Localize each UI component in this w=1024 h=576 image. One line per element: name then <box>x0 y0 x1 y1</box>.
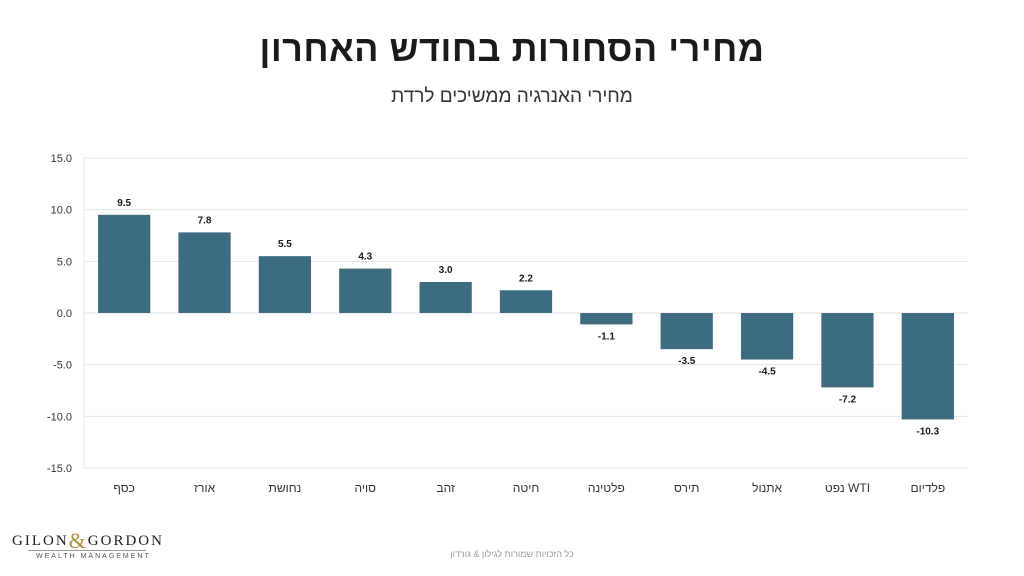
chart-subtitle: מחירי האנרגיה ממשיכים לרדת <box>391 86 633 107</box>
y-tick-label: 10.0 <box>51 205 72 217</box>
bar <box>258 256 312 313</box>
bar <box>178 232 231 313</box>
chart-title: מחירי הסחורות בחודש האחרון <box>259 28 765 69</box>
logo-name-right: GORDON <box>87 533 164 549</box>
copyright-footer: כל הזכויות שמורות לגילון & גורדון <box>450 549 574 559</box>
bar <box>740 313 794 360</box>
bar <box>419 282 472 313</box>
bar <box>499 290 553 313</box>
y-tick-label: 15.0 <box>51 153 72 165</box>
y-tick-label: -10.0 <box>47 411 72 423</box>
data-label: -1.1 <box>598 331 616 342</box>
x-tick-label: פלדיום <box>910 481 945 495</box>
data-label: 3.0 <box>439 265 453 276</box>
x-tick-label: אתנול <box>752 481 782 495</box>
x-tick-label: תירס <box>674 481 699 495</box>
x-tick-label: נחושת <box>269 481 302 495</box>
bar <box>98 214 151 313</box>
data-label: 7.8 <box>198 215 212 226</box>
logo-wordmark: GILON&GORDON <box>12 528 162 554</box>
bar <box>901 313 954 420</box>
y-tick-label: 0.0 <box>57 308 72 320</box>
x-tick-label: כסף <box>113 481 135 495</box>
x-tick-label: פלטינה <box>588 481 625 495</box>
x-tick-label: WTI נפט <box>825 481 870 495</box>
x-tick-label: חיטה <box>513 481 539 495</box>
data-label: 5.5 <box>278 239 292 250</box>
data-label: -7.2 <box>839 394 857 405</box>
company-logo: GILON&GORDON WEALTH MANAGEMENT <box>12 528 162 564</box>
data-label: 9.5 <box>117 198 131 209</box>
x-tick-label: סויה <box>355 481 377 495</box>
logo-name-left: GILON <box>12 533 69 549</box>
bar <box>339 268 392 313</box>
y-tick-label: -15.0 <box>47 463 72 475</box>
data-label: 4.3 <box>358 252 372 263</box>
x-tick-label: אורז <box>194 481 216 495</box>
y-tick-label: -5.0 <box>53 360 72 372</box>
data-label: -10.3 <box>916 426 939 437</box>
bar <box>660 313 713 350</box>
data-label: 2.2 <box>519 273 533 284</box>
y-tick-label: 5.0 <box>57 256 72 268</box>
data-label: -3.5 <box>678 356 696 367</box>
data-label: -4.5 <box>758 367 776 378</box>
logo-tagline: WEALTH MANAGEMENT <box>36 553 151 560</box>
logo-divider <box>28 550 146 551</box>
x-tick-label: זהב <box>436 481 455 495</box>
logo-ampersand: & <box>68 528 88 553</box>
bar <box>821 313 874 388</box>
bar <box>580 313 633 325</box>
